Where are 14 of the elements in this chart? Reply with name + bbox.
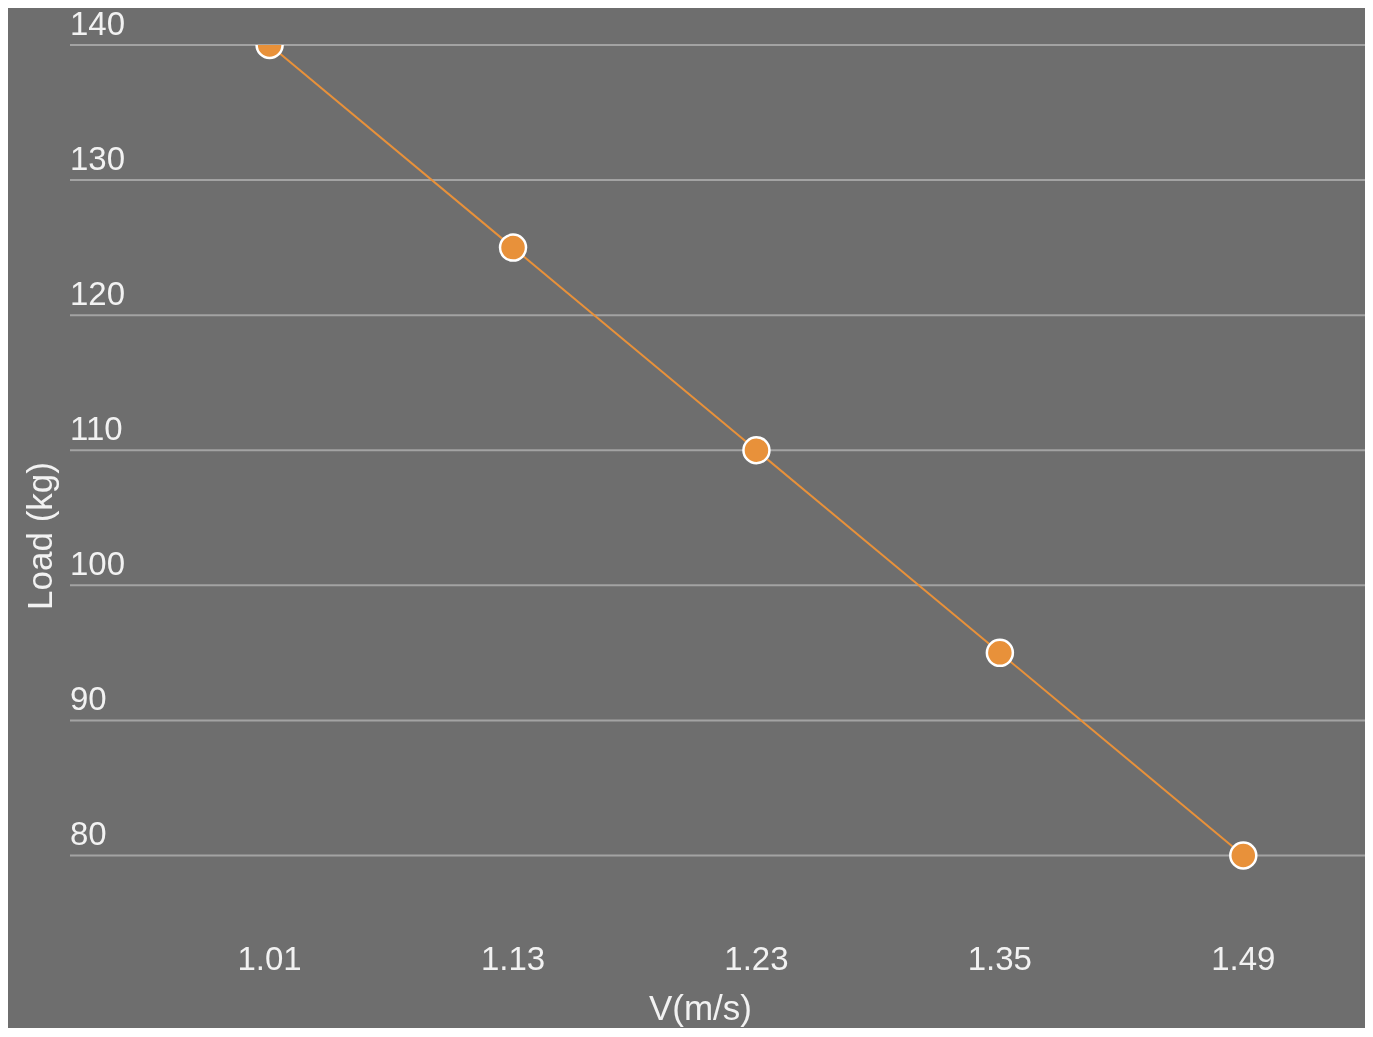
x-axis-title: V(m/s) [648, 988, 753, 1027]
x-tick-label: 1.35 [967, 940, 1032, 977]
y-tick-label: 100 [70, 545, 126, 583]
y-tick-label: 140 [70, 5, 126, 42]
y-axis-title: Load (kg) [20, 462, 59, 610]
x-tick-label: 1.01 [237, 940, 302, 977]
y-tick-label: 130 [70, 140, 126, 178]
x-tick-label: 1.49 [1211, 940, 1276, 977]
x-tick-label: 1.13 [480, 940, 546, 977]
y-tick-label: 80 [70, 815, 107, 853]
y-tick-label: 90 [70, 680, 107, 718]
x-tick-label: 1.23 [724, 940, 789, 977]
y-tick-label: 120 [70, 275, 126, 313]
y-tick-label: 110 [70, 410, 123, 448]
